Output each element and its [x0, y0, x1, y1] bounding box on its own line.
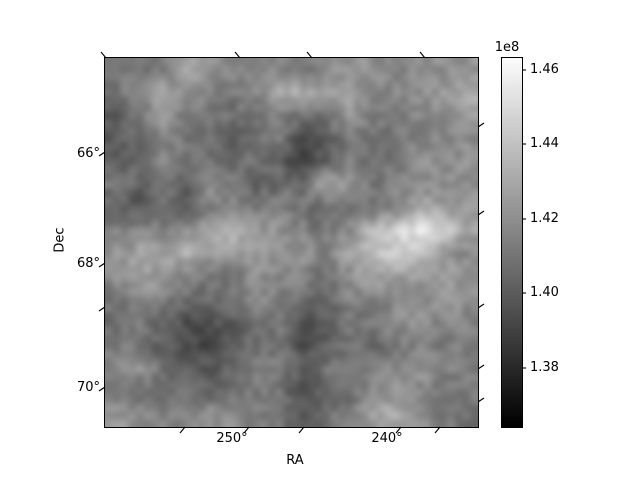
colorbar-tick-label: 1.38 [530, 360, 559, 375]
colorbar-offset-label: 1e8 [494, 40, 520, 55]
colorbar-tick-label: 1.42 [530, 211, 559, 226]
y-tick-label: 68° [76, 256, 100, 271]
x-tick-label: 240° [371, 431, 403, 446]
y-tick-label: 66° [76, 146, 100, 161]
colorbar-tick-label: 1.46 [530, 62, 559, 77]
colorbar-tick-label: 1.40 [530, 285, 559, 300]
colorbar [501, 57, 523, 428]
y-axis-label: Dec [52, 227, 68, 253]
y-tick-label: 70° [76, 380, 100, 395]
heatmap-image [105, 58, 478, 427]
x-axis-label: RA [286, 453, 304, 468]
plot-area [104, 57, 479, 428]
colorbar-tick-label: 1.44 [530, 136, 559, 151]
x-tick-label: 250° [216, 431, 248, 446]
